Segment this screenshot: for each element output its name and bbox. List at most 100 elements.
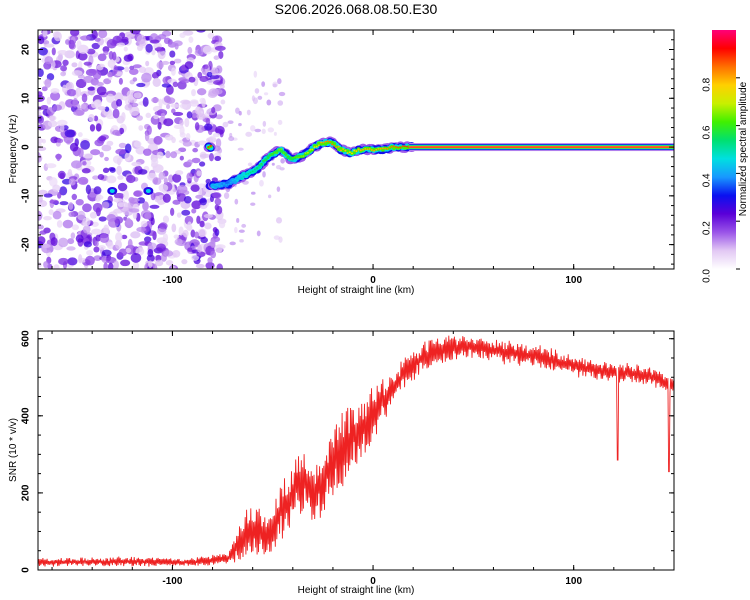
track-blob	[386, 148, 389, 150]
noise-speckle	[82, 203, 92, 213]
noise-speckle	[93, 115, 99, 122]
noise-speckle	[220, 99, 226, 105]
noise-speckle	[95, 196, 101, 202]
track-blob	[253, 169, 257, 173]
noise-speckle	[157, 200, 164, 206]
noise-speckle	[172, 81, 179, 88]
noise-speckle	[186, 172, 193, 181]
noise-speckle	[184, 117, 190, 128]
noise-speckle	[197, 140, 208, 146]
track-blob	[257, 165, 262, 169]
noise-speckle	[96, 86, 107, 96]
noise-speckle	[44, 56, 54, 65]
track-blob	[399, 146, 402, 149]
noise-speckle	[234, 198, 239, 205]
noise-speckle	[179, 103, 188, 109]
noise-speckle	[223, 192, 230, 199]
noise-speckle	[83, 75, 94, 84]
y-tick-label: 0	[21, 144, 32, 150]
noise-speckle	[237, 147, 244, 151]
noise-speckle	[130, 252, 142, 263]
noise-speckle	[67, 238, 75, 245]
noise-speckle	[171, 223, 177, 233]
noise-speckle	[257, 95, 263, 100]
track-blob	[373, 149, 376, 152]
noise-speckle	[56, 153, 61, 162]
noise-speckle	[65, 82, 73, 90]
noise-speckle	[130, 30, 141, 35]
y-tick-label: 400	[21, 407, 32, 424]
noise-speckle	[182, 229, 189, 238]
noise-speckle	[132, 261, 140, 269]
x-tick-label: 0	[370, 275, 376, 286]
noise-speckle	[38, 262, 42, 268]
noise-speckle	[198, 161, 206, 167]
track-blob	[388, 146, 391, 149]
noise-speckle	[196, 113, 206, 120]
noise-speckle	[153, 135, 163, 145]
noise-speckle	[171, 108, 176, 114]
track-blob	[324, 140, 327, 143]
noise-speckle	[155, 243, 166, 252]
noise-speckle	[195, 194, 204, 199]
noise-speckle	[68, 202, 74, 210]
noise-speckle	[171, 67, 176, 76]
noise-speckle	[80, 139, 90, 150]
track-blob	[346, 152, 349, 155]
noise-speckle	[97, 53, 107, 62]
noise-speckle	[135, 145, 146, 155]
noise-speckle	[42, 30, 48, 38]
noise-speckle	[82, 153, 94, 159]
noise-speckle	[179, 119, 184, 127]
noise-speckle	[57, 49, 68, 55]
noise-speckle	[80, 103, 87, 110]
noise-speckle	[52, 184, 61, 192]
noise-speckle	[64, 129, 76, 138]
noise-speckle	[103, 262, 108, 269]
track-blob	[335, 146, 338, 149]
track-blob	[320, 141, 323, 144]
noise-speckle	[204, 222, 212, 230]
track-blob	[269, 154, 272, 157]
noise-speckle	[44, 78, 52, 88]
noise-speckle	[115, 232, 123, 242]
noise-speckle	[93, 81, 104, 87]
noise-speckle	[38, 68, 44, 77]
noise-speckle	[151, 157, 159, 167]
track-blob	[286, 155, 289, 158]
noise-speckle	[38, 189, 48, 196]
noise-speckle	[250, 191, 256, 195]
noise-speckle	[196, 215, 201, 224]
snr-frame	[37, 330, 675, 571]
noise-speckle	[192, 147, 199, 153]
noise-speckle	[172, 173, 182, 183]
noise-speckle	[181, 259, 188, 265]
noise-speckle	[49, 199, 59, 204]
noise-speckle	[82, 161, 87, 166]
noise-speckle	[94, 99, 102, 108]
noise-speckle	[263, 92, 269, 96]
noise-speckle	[106, 241, 114, 250]
noise-speckle	[210, 67, 219, 76]
noise-speckle	[191, 89, 196, 97]
noise-speckle	[128, 196, 135, 203]
noise-speckle	[53, 264, 60, 269]
noise-speckle	[116, 165, 122, 176]
noise-speckle	[92, 175, 100, 180]
noise-speckle	[151, 49, 156, 56]
noise-speckle	[180, 99, 191, 105]
track-blob	[313, 146, 316, 149]
track-blob	[207, 146, 210, 148]
noise-speckle	[102, 46, 110, 53]
noise-speckle	[132, 64, 142, 69]
noise-speckle	[98, 135, 107, 142]
noise-speckle	[95, 123, 102, 132]
noise-speckle	[228, 136, 235, 142]
snr-series-line	[38, 335, 674, 567]
noise-speckle	[46, 107, 55, 116]
noise-speckle	[271, 162, 275, 166]
noise-speckle	[158, 184, 169, 192]
noise-speckle	[205, 118, 211, 126]
noise-speckle	[93, 255, 102, 262]
track-blob	[240, 177, 243, 180]
